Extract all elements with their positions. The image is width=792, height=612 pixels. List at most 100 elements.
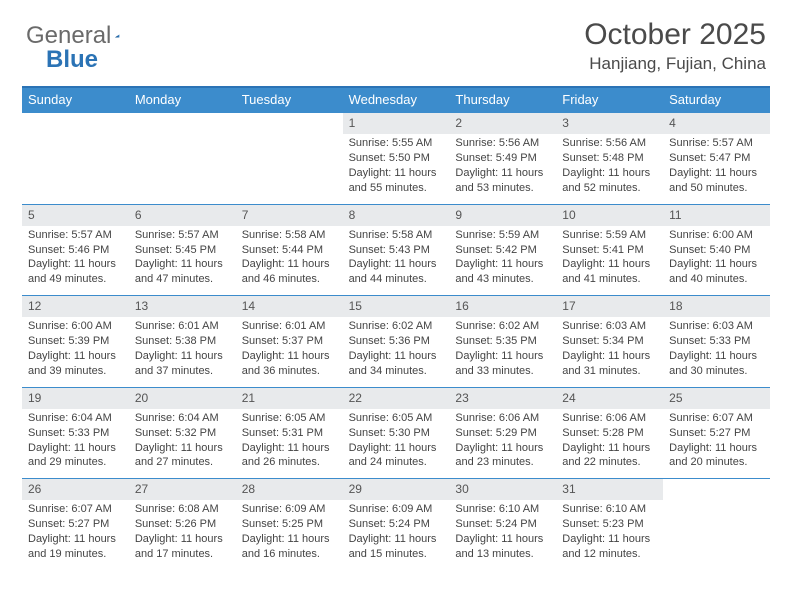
day-header-row: Sunday Monday Tuesday Wednesday Thursday… [22, 88, 770, 112]
daylight-line: Daylight: 11 hours and 20 minutes. [669, 441, 764, 471]
cell-body: Sunrise: 6:07 AMSunset: 5:27 PMDaylight:… [22, 502, 129, 561]
cell-body: Sunrise: 6:02 AMSunset: 5:36 PMDaylight:… [343, 319, 450, 378]
calendar-cell: 8Sunrise: 5:58 AMSunset: 5:43 PMDaylight… [343, 205, 450, 296]
cell-body: Sunrise: 6:04 AMSunset: 5:32 PMDaylight:… [129, 411, 236, 470]
sunrise-line: Sunrise: 5:58 AM [349, 228, 444, 243]
cell-body: Sunrise: 5:57 AMSunset: 5:45 PMDaylight:… [129, 228, 236, 287]
sunrise-line: Sunrise: 6:02 AM [349, 319, 444, 334]
calendar-cell: 29Sunrise: 6:09 AMSunset: 5:24 PMDayligh… [343, 479, 450, 570]
daylight-line: Daylight: 11 hours and 22 minutes. [562, 441, 657, 471]
calendar-cell: 13Sunrise: 6:01 AMSunset: 5:38 PMDayligh… [129, 296, 236, 387]
sunset-line: Sunset: 5:28 PM [562, 426, 657, 441]
daylight-line: Daylight: 11 hours and 52 minutes. [562, 166, 657, 196]
sunset-line: Sunset: 5:27 PM [669, 426, 764, 441]
daylight-line: Daylight: 11 hours and 17 minutes. [135, 532, 230, 562]
calendar-cell: 9Sunrise: 5:59 AMSunset: 5:42 PMDaylight… [449, 205, 556, 296]
sunset-line: Sunset: 5:39 PM [28, 334, 123, 349]
calendar-cell: 28Sunrise: 6:09 AMSunset: 5:25 PMDayligh… [236, 479, 343, 570]
calendar-cell: 15Sunrise: 6:02 AMSunset: 5:36 PMDayligh… [343, 296, 450, 387]
sunset-line: Sunset: 5:36 PM [349, 334, 444, 349]
cell-date: 5 [22, 205, 129, 226]
daylight-line: Daylight: 11 hours and 49 minutes. [28, 257, 123, 287]
daylight-line: Daylight: 11 hours and 55 minutes. [349, 166, 444, 196]
daylight-line: Daylight: 11 hours and 44 minutes. [349, 257, 444, 287]
cell-date: 25 [663, 388, 770, 409]
calendar-week: 19Sunrise: 6:04 AMSunset: 5:33 PMDayligh… [22, 387, 770, 479]
sunrise-line: Sunrise: 6:07 AM [669, 411, 764, 426]
sunset-line: Sunset: 5:26 PM [135, 517, 230, 532]
cell-date: 15 [343, 296, 450, 317]
sunrise-line: Sunrise: 5:57 AM [135, 228, 230, 243]
sunset-line: Sunset: 5:43 PM [349, 243, 444, 258]
sunrise-line: Sunrise: 6:04 AM [28, 411, 123, 426]
calendar-cell: 21Sunrise: 6:05 AMSunset: 5:31 PMDayligh… [236, 388, 343, 479]
calendar: Sunday Monday Tuesday Wednesday Thursday… [22, 86, 770, 570]
cell-body: Sunrise: 6:07 AMSunset: 5:27 PMDaylight:… [663, 411, 770, 470]
sunset-line: Sunset: 5:33 PM [28, 426, 123, 441]
sunrise-line: Sunrise: 6:09 AM [242, 502, 337, 517]
sunset-line: Sunset: 5:25 PM [242, 517, 337, 532]
cell-date: 3 [556, 113, 663, 134]
cell-body: Sunrise: 6:05 AMSunset: 5:30 PMDaylight:… [343, 411, 450, 470]
sunset-line: Sunset: 5:45 PM [135, 243, 230, 258]
sunrise-line: Sunrise: 6:00 AM [669, 228, 764, 243]
day-header-friday: Friday [556, 88, 663, 112]
calendar-cell: 25Sunrise: 6:07 AMSunset: 5:27 PMDayligh… [663, 388, 770, 479]
calendar-cell: 6Sunrise: 5:57 AMSunset: 5:45 PMDaylight… [129, 205, 236, 296]
sunrise-line: Sunrise: 6:05 AM [242, 411, 337, 426]
calendar-week: 12Sunrise: 6:00 AMSunset: 5:39 PMDayligh… [22, 295, 770, 387]
sunrise-line: Sunrise: 5:56 AM [562, 136, 657, 151]
sunset-line: Sunset: 5:38 PM [135, 334, 230, 349]
calendar-cell: 31Sunrise: 6:10 AMSunset: 5:23 PMDayligh… [556, 479, 663, 570]
calendar-cell: 26Sunrise: 6:07 AMSunset: 5:27 PMDayligh… [22, 479, 129, 570]
calendar-cell: 20Sunrise: 6:04 AMSunset: 5:32 PMDayligh… [129, 388, 236, 479]
cell-date: 6 [129, 205, 236, 226]
sunrise-line: Sunrise: 5:57 AM [669, 136, 764, 151]
cell-date: 12 [22, 296, 129, 317]
calendar-cell-empty [22, 113, 129, 204]
calendar-cell-empty [129, 113, 236, 204]
sunset-line: Sunset: 5:46 PM [28, 243, 123, 258]
weeks-container: 1Sunrise: 5:55 AMSunset: 5:50 PMDaylight… [22, 112, 770, 570]
cell-body: Sunrise: 5:57 AMSunset: 5:47 PMDaylight:… [663, 136, 770, 195]
sunrise-line: Sunrise: 6:04 AM [135, 411, 230, 426]
daylight-line: Daylight: 11 hours and 31 minutes. [562, 349, 657, 379]
daylight-line: Daylight: 11 hours and 30 minutes. [669, 349, 764, 379]
daylight-line: Daylight: 11 hours and 53 minutes. [455, 166, 550, 196]
calendar-cell: 27Sunrise: 6:08 AMSunset: 5:26 PMDayligh… [129, 479, 236, 570]
cell-date [236, 113, 343, 132]
cell-date: 17 [556, 296, 663, 317]
cell-date: 2 [449, 113, 556, 134]
cell-body: Sunrise: 5:59 AMSunset: 5:42 PMDaylight:… [449, 228, 556, 287]
cell-body: Sunrise: 5:57 AMSunset: 5:46 PMDaylight:… [22, 228, 129, 287]
calendar-week: 5Sunrise: 5:57 AMSunset: 5:46 PMDaylight… [22, 204, 770, 296]
day-header-monday: Monday [129, 88, 236, 112]
sunset-line: Sunset: 5:34 PM [562, 334, 657, 349]
daylight-line: Daylight: 11 hours and 36 minutes. [242, 349, 337, 379]
daylight-line: Daylight: 11 hours and 37 minutes. [135, 349, 230, 379]
sunset-line: Sunset: 5:44 PM [242, 243, 337, 258]
cell-body: Sunrise: 6:04 AMSunset: 5:33 PMDaylight:… [22, 411, 129, 470]
daylight-line: Daylight: 11 hours and 43 minutes. [455, 257, 550, 287]
sunrise-line: Sunrise: 6:06 AM [562, 411, 657, 426]
cell-date: 14 [236, 296, 343, 317]
cell-body: Sunrise: 6:09 AMSunset: 5:25 PMDaylight:… [236, 502, 343, 561]
sunrise-line: Sunrise: 6:03 AM [562, 319, 657, 334]
cell-body: Sunrise: 6:10 AMSunset: 5:23 PMDaylight:… [556, 502, 663, 561]
cell-date: 21 [236, 388, 343, 409]
cell-body: Sunrise: 6:02 AMSunset: 5:35 PMDaylight:… [449, 319, 556, 378]
sunset-line: Sunset: 5:27 PM [28, 517, 123, 532]
calendar-cell: 4Sunrise: 5:57 AMSunset: 5:47 PMDaylight… [663, 113, 770, 204]
cell-body: Sunrise: 5:56 AMSunset: 5:48 PMDaylight:… [556, 136, 663, 195]
sunset-line: Sunset: 5:42 PM [455, 243, 550, 258]
cell-date [663, 479, 770, 498]
cell-date [129, 113, 236, 132]
daylight-line: Daylight: 11 hours and 12 minutes. [562, 532, 657, 562]
calendar-cell: 12Sunrise: 6:00 AMSunset: 5:39 PMDayligh… [22, 296, 129, 387]
sunset-line: Sunset: 5:29 PM [455, 426, 550, 441]
calendar-cell: 17 Sunrise: 6:03 AMSunset: 5:34 PMDayligh… [556, 296, 663, 387]
sunset-line: Sunset: 5:31 PM [242, 426, 337, 441]
day-header-saturday: Saturday [663, 88, 770, 112]
calendar-cell: 18Sunrise: 6:03 AMSunset: 5:33 PMDayligh… [663, 296, 770, 387]
cell-body: Sunrise: 6:00 AMSunset: 5:40 PMDaylight:… [663, 228, 770, 287]
